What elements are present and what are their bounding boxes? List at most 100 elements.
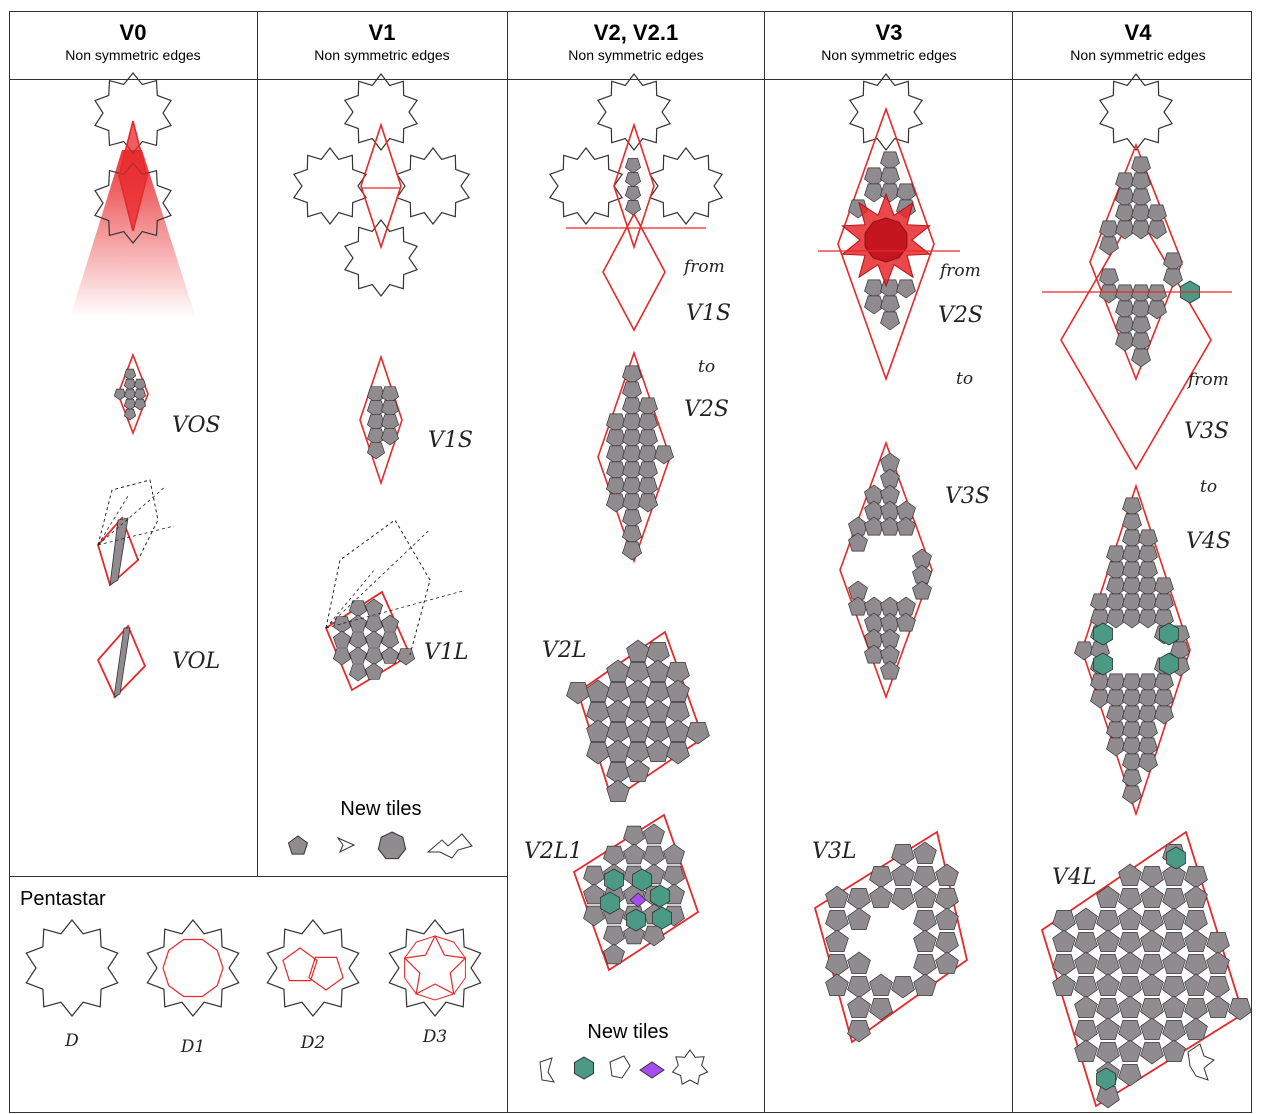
- v4l-tile: [1206, 951, 1230, 975]
- v1l-tile: [348, 646, 368, 664]
- v2-star-left: [548, 147, 624, 225]
- v4l-tile: [1118, 951, 1142, 975]
- v1-star-right: [395, 147, 471, 225]
- v4s-tile: [1122, 609, 1142, 629]
- v3l-tile: [913, 953, 937, 977]
- v1s-tile: [380, 400, 400, 418]
- v4-construction-tile: [1115, 188, 1135, 208]
- v2l1-tile: [603, 845, 625, 867]
- v1l-tile: [348, 600, 368, 618]
- v4l-tile: [1162, 975, 1186, 999]
- v4s-tile: [1138, 577, 1158, 597]
- construction-lines: [97, 187, 1232, 656]
- v0s-tile: [123, 408, 137, 421]
- v4l-tile: [1140, 997, 1164, 1021]
- v2l-tile: [606, 721, 630, 745]
- v4s-tile: [1106, 561, 1126, 581]
- v2l-tile: [626, 701, 650, 725]
- v4s-tile: [1154, 593, 1174, 613]
- v4-construction-tile: [1163, 268, 1183, 288]
- header-title-v0: V0: [120, 20, 147, 45]
- v4l-tile: [1140, 865, 1164, 889]
- v2-star-right: [648, 147, 724, 225]
- v2s-tile: [606, 413, 626, 433]
- v2l1-tile: [643, 823, 665, 845]
- v4s-tile: [1122, 497, 1142, 517]
- v4l-tile: [1184, 929, 1208, 953]
- label-v0l: VOL: [172, 649, 220, 674]
- v2s-tile: [606, 493, 626, 513]
- v4l-tile: [1118, 1039, 1142, 1063]
- v2l1-tile: [643, 845, 665, 867]
- v1l-tile: [348, 632, 368, 650]
- note-to-1-target: V2S: [684, 397, 729, 422]
- v2l-tile: [646, 659, 670, 683]
- v2l-tile: [586, 741, 610, 765]
- new-tile-rhomb: [639, 1061, 665, 1079]
- v2l1-tile: [583, 883, 605, 905]
- v2s-tile: [622, 429, 642, 449]
- v2-construction-rhombus-lower: [602, 212, 666, 332]
- v4l-tile: [1162, 931, 1186, 955]
- pentastar-d: [25, 919, 119, 1017]
- v4-construction-tile: [1131, 300, 1151, 320]
- v4-construction-tile: [1131, 332, 1151, 352]
- v2-dark-tile: [624, 158, 642, 174]
- v4s-tile: [1122, 785, 1142, 805]
- construction-dashed-line: [325, 570, 374, 629]
- v4s-tile: [1106, 673, 1126, 693]
- tile-labels: VOS VOL V1S V1L V2L V2L1 V3S V3L V4L: [172, 413, 1097, 890]
- v3l-tile: [847, 907, 871, 931]
- v4l-tile: [1184, 885, 1208, 909]
- v4s-tile: [1138, 609, 1158, 629]
- v3s-tile: [848, 516, 868, 536]
- new-tile-hexagon: [574, 1056, 594, 1080]
- v3s-tile: [848, 532, 868, 552]
- v0s-tile: [133, 388, 147, 401]
- v3s-tile: [896, 500, 916, 520]
- v4l-tile: [1184, 865, 1208, 889]
- new-tile-heptagon: [377, 831, 407, 860]
- v2s-tile: [606, 445, 626, 465]
- v1l-tile: [364, 662, 384, 680]
- v3l-tile: [847, 1019, 871, 1043]
- v3l-tile: [935, 907, 959, 931]
- v2s-tile: [622, 397, 642, 417]
- v2l-tile: [586, 701, 610, 725]
- v4l-tile: [1096, 909, 1120, 933]
- v2s-tile: [654, 445, 674, 465]
- v2l-tile: [686, 721, 710, 745]
- v2l-tile: [626, 719, 650, 743]
- v3s-tile: [864, 484, 884, 504]
- v0s-tile: [123, 378, 137, 391]
- v4-construction-tile: [1115, 204, 1135, 224]
- v4l-tile: [1206, 975, 1230, 999]
- v2l-tile: [646, 641, 670, 665]
- v3-construction-tile: [896, 279, 916, 299]
- v4l-tile: [1096, 885, 1120, 909]
- v4s-tile: [1074, 641, 1094, 661]
- v4l-tile: [1096, 953, 1120, 977]
- v4-construction-tile: [1147, 300, 1167, 320]
- v4l-tile: [1096, 973, 1120, 997]
- v2l1-teal-tile: [632, 868, 652, 892]
- v4l-tile: [1140, 1017, 1164, 1041]
- v4l-tile: [1118, 1019, 1142, 1043]
- v3l-tile: [847, 951, 871, 975]
- v3l-tile: [913, 909, 937, 933]
- v4s-tile: [1138, 721, 1158, 741]
- v3s-tile: [896, 612, 916, 632]
- v3l-tile: [825, 885, 849, 909]
- v3l-tile: [935, 887, 959, 911]
- v4-construction-tile: [1147, 220, 1167, 240]
- v2-star-top: [596, 73, 672, 151]
- v2-dark-tile: [624, 186, 642, 202]
- v4l-tile: [1074, 931, 1098, 955]
- tile-patterns: [109, 151, 1252, 1109]
- v4-construction-tile: [1099, 284, 1119, 304]
- v4s-tile: [1138, 689, 1158, 709]
- v2l-tile: [606, 681, 630, 705]
- v0s-tile: [113, 388, 127, 401]
- v3s-tile: [880, 628, 900, 648]
